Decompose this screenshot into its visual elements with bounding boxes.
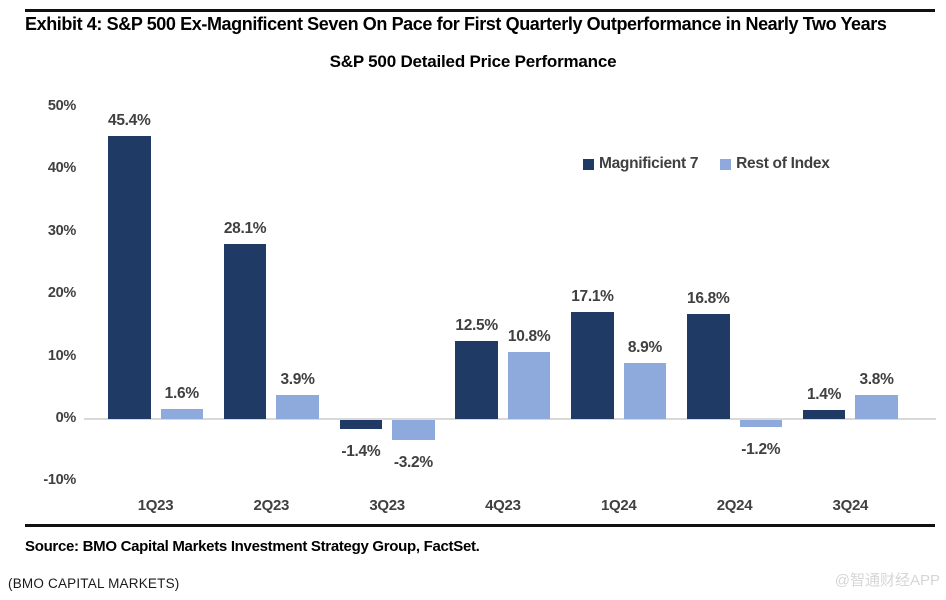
value-label-rest-of-index-4q23: 10.8% [507, 327, 551, 345]
source-note: Source: BMO Capital Markets Investment S… [25, 538, 480, 555]
y-axis-tick-label: 0% [55, 410, 77, 426]
x-axis-label-3q24: 3Q24 [832, 497, 869, 514]
bar-rest-of-index-2q23 [276, 394, 319, 419]
legend-item-magnificient-7: Magnificient 7 [583, 155, 698, 173]
x-axis-label-1q23: 1Q23 [137, 497, 174, 514]
value-label-magnificient-7-4q23: 12.5% [455, 317, 498, 334]
legend-swatch-rest-of-index-icon [720, 158, 732, 170]
value-label-rest-of-index-1q24: 8.9% [627, 339, 662, 357]
x-axis-zero-line [84, 418, 936, 420]
value-label-rest-of-index-3q23: -3.2% [393, 453, 433, 471]
footer-attribution: (BMO CAPITAL MARKETS) [8, 576, 180, 591]
bar-rest-of-index-4q23 [507, 351, 551, 419]
value-label-magnificient-7-3q24: 1.4% [806, 386, 842, 404]
y-axis-tick-label: 50% [47, 98, 76, 114]
value-label-rest-of-index-1q23: 1.6% [164, 385, 199, 403]
value-label-magnificient-7-3q23: -1.4% [341, 442, 381, 460]
bar-rest-of-index-1q23 [160, 409, 203, 419]
bar-magnificient-7-1q24 [571, 312, 614, 419]
bar-magnificient-7-1q23 [108, 135, 151, 419]
chart-title: S&P 500 Detailed Price Performance [329, 52, 617, 71]
value-label-rest-of-index-3q24: 3.8% [859, 371, 894, 389]
y-axis-tick-label: 40% [47, 160, 76, 177]
bar-magnificient-7-2q24 [687, 314, 730, 419]
legend-swatch-magnificient-7-icon [583, 158, 594, 170]
x-axis-label-2q23: 2Q23 [253, 497, 290, 514]
legend-label-magnificient-7: Magnificient 7 [599, 155, 699, 172]
value-label-magnificient-7-1q23: 45.4% [108, 111, 151, 129]
x-axis-label-1q24: 1Q24 [600, 497, 637, 514]
value-label-rest-of-index-2q24: -1.2% [741, 441, 781, 459]
legend-item-rest-of-index: Rest of Index [720, 155, 830, 173]
watermark: @智通财经APP [834, 572, 940, 589]
y-axis-tick-label: -10% [43, 472, 76, 489]
bar-rest-of-index-3q23 [392, 420, 435, 440]
x-axis-label-4q23: 4Q23 [485, 497, 521, 514]
bar-magnificient-7-4q23 [455, 341, 498, 419]
bar-rest-of-index-1q24 [623, 363, 667, 419]
y-axis-tick-label: 10% [47, 347, 76, 364]
y-axis-tick-label: 30% [47, 222, 76, 239]
value-label-magnificient-7-2q24: 16.8% [687, 290, 730, 308]
x-axis-label-3q23: 3Q23 [369, 497, 405, 514]
value-label-magnificient-7-1q24: 17.1% [571, 288, 614, 306]
value-label-rest-of-index-2q23: 3.9% [280, 370, 315, 388]
bar-chart-plot: Magnificient 7 Rest of Index 50% 40% 30% 20… [0, 85, 946, 530]
bar-magnificient-7-2q23 [223, 243, 267, 419]
x-axis-label-2q24: 2Q24 [716, 497, 753, 514]
y-axis-tick-label: 20% [47, 285, 76, 302]
chart-legend: Magnificient 7 Rest of Index [583, 155, 830, 173]
top-divider-rule [25, 9, 935, 12]
value-label-magnificient-7-2q23: 28.1% [223, 219, 267, 237]
exhibit-title: Exhibit 4: S&P 500 Ex-Magnificent Seven … [25, 14, 887, 34]
bar-magnificient-7-3q24 [802, 410, 846, 419]
bar-magnificient-7-3q23 [339, 420, 383, 429]
legend-label-rest-of-index: Rest of Index [736, 155, 830, 172]
bar-rest-of-index-2q24 [739, 420, 782, 428]
bar-rest-of-index-3q24 [855, 395, 898, 419]
bottom-divider-rule [25, 524, 935, 527]
